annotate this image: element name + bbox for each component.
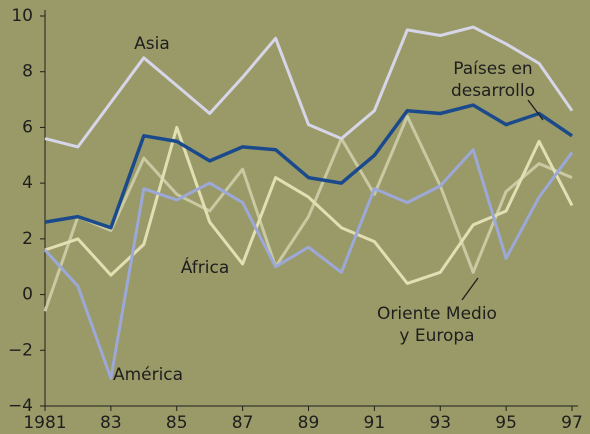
x-tick-label: 85: [166, 413, 188, 433]
y-tick-label: −4: [8, 396, 33, 416]
y-tick-label: 10: [11, 6, 33, 26]
series-label: América: [113, 365, 183, 385]
x-tick-label: 87: [232, 413, 254, 433]
y-tick-label: 0: [22, 285, 33, 305]
series-label: Oriente Medio y Europa: [377, 304, 497, 346]
y-tick-label: −2: [8, 340, 33, 360]
x-tick-label: 97: [561, 413, 583, 433]
leader-line: [527, 99, 544, 121]
y-tick-label: 2: [22, 229, 33, 249]
x-tick-label: 93: [429, 413, 451, 433]
x-tick-label: 83: [100, 413, 122, 433]
x-tick-label: 95: [495, 413, 517, 433]
series-label: Asia: [134, 34, 170, 54]
leader-line: [461, 277, 479, 301]
x-tick-label: 89: [298, 413, 320, 433]
series-label: África: [181, 256, 230, 278]
y-tick-label: 8: [22, 62, 33, 82]
y-tick-label: 6: [22, 117, 33, 137]
y-tick-label: 4: [22, 173, 33, 193]
x-tick-label: 1981: [23, 413, 66, 433]
series-line: [44, 25, 574, 149]
x-tick-label: 91: [364, 413, 386, 433]
series-label: Países en desarrollo: [451, 59, 535, 101]
series-line: [43, 114, 573, 312]
series-line: [43, 148, 574, 380]
series-line: [44, 103, 573, 230]
